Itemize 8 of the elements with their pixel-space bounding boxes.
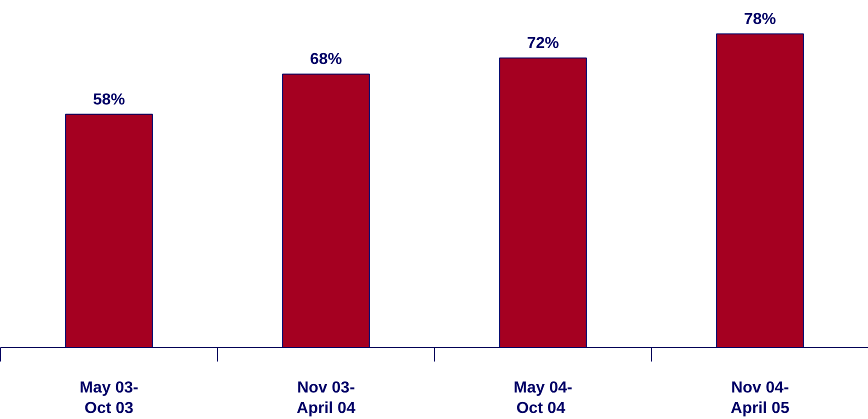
x-tick-label: May 04- Oct 04 bbox=[514, 380, 572, 417]
x-tick-label: Nov 04- April 05 bbox=[730, 380, 790, 417]
data-label: 68% bbox=[310, 51, 342, 68]
data-label: 78% bbox=[744, 10, 776, 28]
data-label: 72% bbox=[526, 34, 560, 52]
data-label: 58% bbox=[92, 91, 126, 108]
x-tick-label: Nov 03- April 04 bbox=[296, 380, 356, 417]
x-tick-label: May 03- Oct 03 bbox=[80, 380, 138, 417]
